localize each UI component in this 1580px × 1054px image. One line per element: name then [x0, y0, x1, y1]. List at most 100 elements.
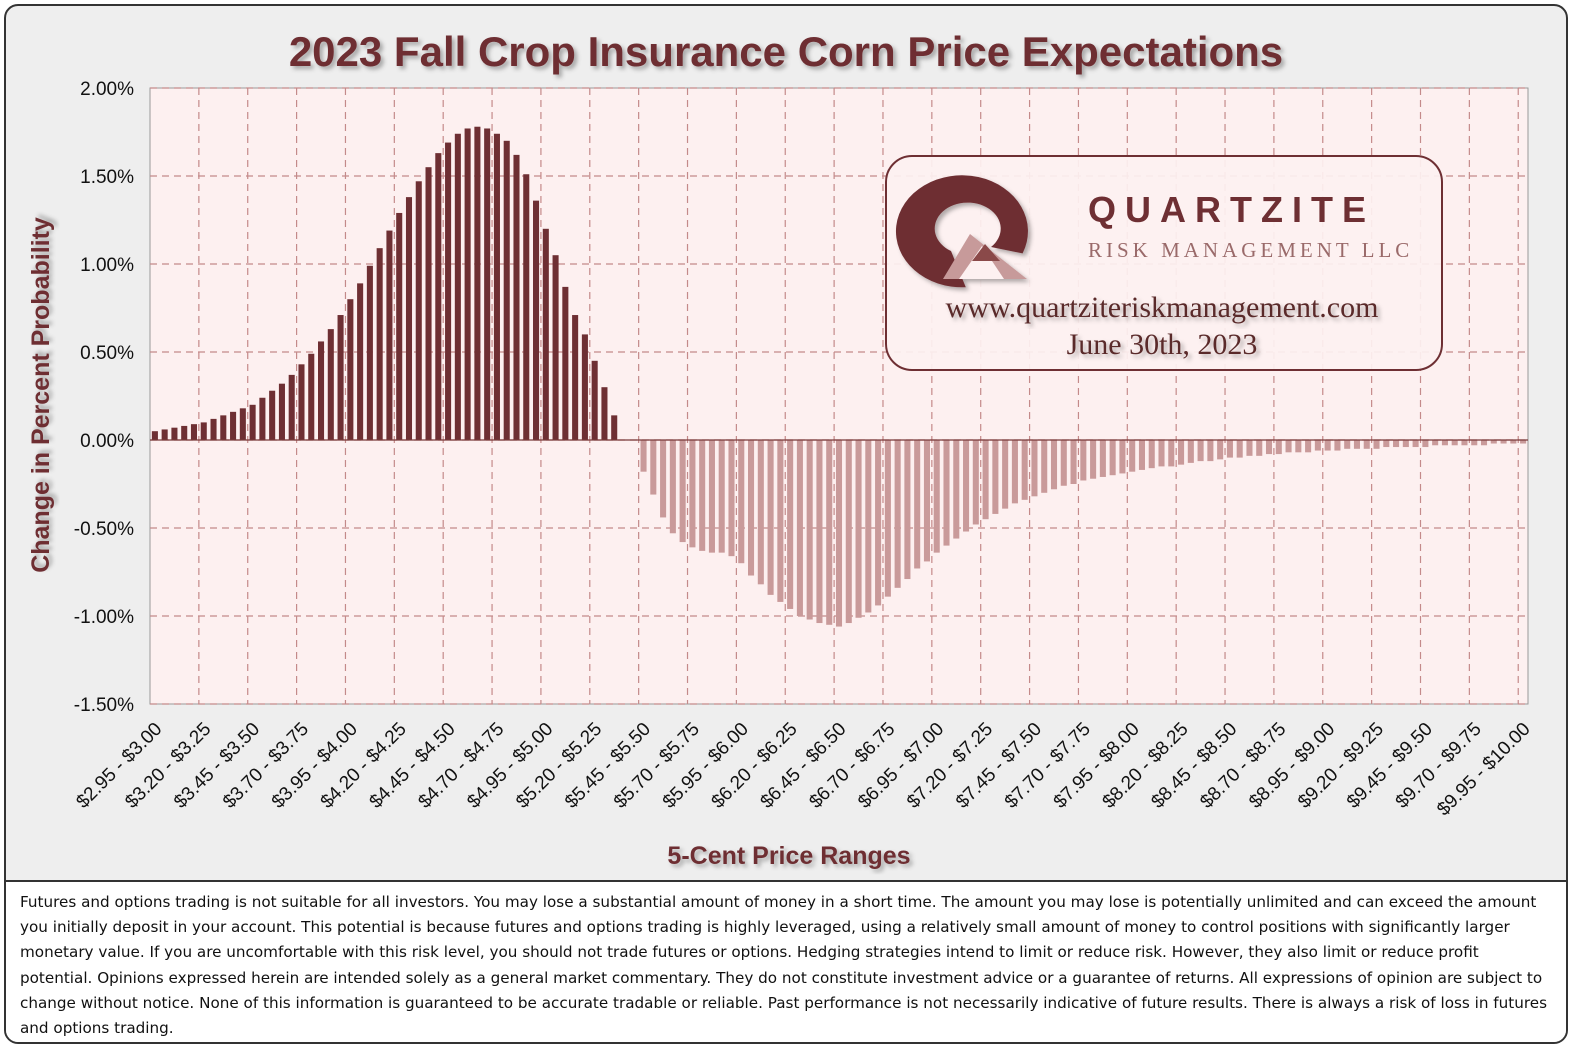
bar: [1344, 440, 1351, 449]
x-axis-title: 5-Cent Price Ranges: [667, 842, 910, 870]
bar: [1305, 440, 1312, 453]
bar: [845, 440, 852, 624]
bar: [1217, 440, 1224, 460]
bar: [1129, 440, 1136, 472]
bar: [1432, 440, 1439, 446]
bar: [738, 440, 745, 564]
bar: [523, 174, 530, 441]
bar: [1207, 440, 1214, 462]
bar: [161, 429, 168, 440]
bar: [542, 228, 549, 440]
bar: [1168, 440, 1175, 467]
bar: [1080, 440, 1087, 481]
bar: [640, 440, 647, 472]
bar: [503, 140, 510, 441]
bar: [171, 427, 178, 440]
bar: [1158, 440, 1165, 467]
bar: [1363, 440, 1370, 449]
bar: [386, 230, 393, 440]
bar: [190, 424, 198, 440]
bar: [1041, 440, 1048, 493]
bar: [943, 440, 950, 546]
bar: [1011, 440, 1018, 504]
bar: [1490, 440, 1497, 444]
bar: [660, 440, 667, 518]
bar: [288, 374, 295, 440]
bars: [151, 126, 1527, 627]
disclaimer-text: Futures and options trading is not suita…: [20, 893, 1548, 1038]
logo-box: QUARTZITE RISK MANAGEMENT LLC www.quartz…: [885, 155, 1443, 371]
logo-url: www.quartziteriskmanagement.com: [946, 291, 1379, 324]
bar: [875, 440, 882, 606]
bar: [1295, 440, 1302, 453]
bar: [689, 440, 696, 548]
bar: [884, 440, 891, 597]
bar: [562, 286, 569, 440]
bar: [1500, 440, 1507, 444]
bar: [796, 440, 803, 616]
y-axis-title: Change in Percent Probability: [27, 217, 55, 573]
bar: [718, 440, 725, 553]
bar: [1148, 440, 1155, 469]
bar: [366, 265, 373, 440]
chart-title: 2023 Fall Crop Insurance Corn Price Expe…: [289, 28, 1283, 75]
bar: [748, 440, 755, 576]
bar: [327, 329, 334, 440]
bar: [1021, 440, 1028, 500]
bar: [200, 422, 207, 440]
bar: [767, 440, 774, 595]
bar: [435, 153, 442, 440]
bar: [278, 383, 285, 440]
bar: [552, 255, 559, 440]
bar: [1050, 440, 1058, 490]
bar: [151, 431, 158, 440]
bar: [972, 440, 979, 525]
bar: [1441, 440, 1448, 446]
y-tick-label: -1.50%: [74, 695, 134, 716]
bar: [357, 283, 364, 440]
bar: [269, 390, 276, 440]
y-tick-label: -0.50%: [74, 519, 134, 540]
bar: [982, 440, 989, 520]
bar: [816, 440, 823, 624]
bar: [318, 341, 325, 440]
bar: [963, 440, 970, 532]
bar: [493, 133, 500, 440]
bar: [1070, 440, 1077, 484]
bar: [601, 387, 608, 440]
bar: [445, 142, 452, 440]
y-tick-label: -1.00%: [74, 607, 134, 628]
bar: [1451, 440, 1458, 446]
bar: [591, 360, 598, 440]
bar: [1178, 440, 1185, 465]
bar: [1265, 440, 1273, 455]
x-axis-ticks: $2.95 - $3.00$3.20 - $3.25$3.45 - $3.50$…: [72, 719, 1534, 821]
bar: [904, 440, 911, 580]
bar: [181, 425, 188, 440]
bar: [249, 404, 256, 440]
bar: [894, 440, 901, 588]
bar: [669, 440, 676, 534]
bar: [728, 440, 735, 557]
bar: [308, 353, 315, 440]
bar: [1236, 440, 1243, 458]
bar: [1393, 440, 1400, 448]
quartzite-logo-icon: [895, 175, 1028, 288]
bar: [835, 440, 843, 627]
bar: [1471, 440, 1478, 446]
bar: [513, 154, 520, 440]
bar: [1002, 440, 1009, 509]
bar: [1353, 440, 1360, 449]
bar: [1402, 440, 1409, 448]
bar: [230, 411, 237, 440]
bar: [396, 212, 403, 440]
bar: [484, 128, 491, 440]
bar: [454, 133, 461, 440]
bar: [1187, 440, 1194, 463]
bar: [581, 334, 588, 440]
bar: [1138, 440, 1145, 470]
bar: [415, 181, 422, 440]
y-tick-label: 1.00%: [80, 255, 134, 276]
y-tick-label: 1.50%: [80, 167, 134, 188]
bar: [220, 415, 227, 440]
